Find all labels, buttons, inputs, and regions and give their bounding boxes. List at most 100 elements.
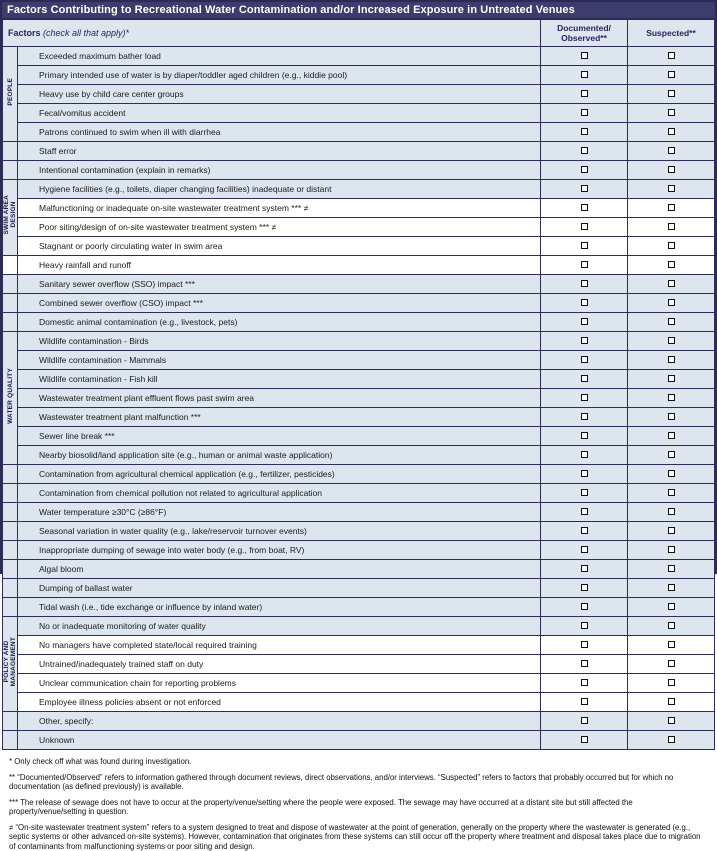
category-cell-empty [3, 579, 18, 598]
documented-checkbox[interactable] [581, 489, 588, 496]
factor-label: Domestic animal contamination (e.g., liv… [18, 313, 541, 332]
suspected-checkbox[interactable] [668, 736, 675, 743]
factor-label: Other, specify: [18, 712, 541, 731]
suspected-checkbox[interactable] [668, 603, 675, 610]
documented-checkbox[interactable] [581, 584, 588, 591]
suspected-checkbox[interactable] [668, 356, 675, 363]
documented-checkbox[interactable] [581, 527, 588, 534]
suspected-checkbox[interactable] [668, 432, 675, 439]
suspected-checkbox[interactable] [668, 185, 675, 192]
documented-checkbox[interactable] [581, 451, 588, 458]
table-row: Nearby biosolid/land application site (e… [3, 446, 715, 465]
documented-checkbox[interactable] [581, 375, 588, 382]
documented-checkbox[interactable] [581, 242, 588, 249]
factors-table: Factors (check all that apply)* Document… [2, 19, 715, 750]
documented-checkbox[interactable] [581, 546, 588, 553]
suspected-checkbox[interactable] [668, 337, 675, 344]
suspected-checkbox[interactable] [668, 394, 675, 401]
suspected-checkbox[interactable] [668, 90, 675, 97]
suspected-checkbox[interactable] [668, 128, 675, 135]
documented-checkbox[interactable] [581, 470, 588, 477]
documented-checkbox[interactable] [581, 394, 588, 401]
category-cell-empty [3, 161, 18, 180]
category-cell-empty [3, 731, 18, 750]
documented-checkbox[interactable] [581, 641, 588, 648]
documented-checkbox[interactable] [581, 128, 588, 135]
documented-checkbox[interactable] [581, 204, 588, 211]
documented-checkbox[interactable] [581, 660, 588, 667]
suspected-checkbox[interactable] [668, 71, 675, 78]
factor-label: Staff error [18, 142, 541, 161]
table-row: Contamination from chemical pollution no… [3, 484, 715, 503]
category-cell: WATER QUALITY [3, 332, 18, 465]
documented-checkbox[interactable] [581, 736, 588, 743]
documented-checkbox[interactable] [581, 698, 588, 705]
suspected-cell [628, 313, 715, 332]
category-cell-empty [3, 142, 18, 161]
table-row: No managers have completed state/local r… [3, 636, 715, 655]
suspected-checkbox[interactable] [668, 451, 675, 458]
category-cell: POLICY AND MANAGEMENT [3, 617, 18, 712]
documented-checkbox[interactable] [581, 432, 588, 439]
footnotes-section: * Only check off what was found during i… [2, 750, 715, 851]
documented-checkbox[interactable] [581, 71, 588, 78]
documented-checkbox[interactable] [581, 109, 588, 116]
suspected-checkbox[interactable] [668, 584, 675, 591]
suspected-checkbox[interactable] [668, 280, 675, 287]
suspected-checkbox[interactable] [668, 261, 675, 268]
form-sheet: Factors Contributing to Recreational Wat… [0, 0, 717, 574]
suspected-checkbox[interactable] [668, 527, 675, 534]
documented-checkbox[interactable] [581, 261, 588, 268]
documented-checkbox[interactable] [581, 622, 588, 629]
suspected-cell [628, 446, 715, 465]
documented-cell [541, 408, 628, 427]
suspected-cell [628, 579, 715, 598]
suspected-checkbox[interactable] [668, 546, 675, 553]
documented-checkbox[interactable] [581, 356, 588, 363]
suspected-checkbox[interactable] [668, 318, 675, 325]
suspected-checkbox[interactable] [668, 109, 675, 116]
suspected-checkbox[interactable] [668, 147, 675, 154]
documented-checkbox[interactable] [581, 603, 588, 610]
suspected-checkbox[interactable] [668, 470, 675, 477]
documented-checkbox[interactable] [581, 166, 588, 173]
suspected-checkbox[interactable] [668, 679, 675, 686]
documented-checkbox[interactable] [581, 280, 588, 287]
suspected-checkbox[interactable] [668, 489, 675, 496]
documented-checkbox[interactable] [581, 52, 588, 59]
documented-checkbox[interactable] [581, 565, 588, 572]
table-header-row: Factors (check all that apply)* Document… [3, 20, 715, 47]
suspected-checkbox[interactable] [668, 660, 675, 667]
documented-cell [541, 313, 628, 332]
documented-checkbox[interactable] [581, 413, 588, 420]
suspected-checkbox[interactable] [668, 242, 675, 249]
suspected-checkbox[interactable] [668, 508, 675, 515]
suspected-checkbox[interactable] [668, 698, 675, 705]
suspected-checkbox[interactable] [668, 299, 675, 306]
documented-checkbox[interactable] [581, 337, 588, 344]
documented-checkbox[interactable] [581, 299, 588, 306]
documented-cell [541, 161, 628, 180]
documented-checkbox[interactable] [581, 185, 588, 192]
suspected-checkbox[interactable] [668, 717, 675, 724]
suspected-checkbox[interactable] [668, 52, 675, 59]
suspected-checkbox[interactable] [668, 565, 675, 572]
suspected-checkbox[interactable] [668, 375, 675, 382]
suspected-checkbox[interactable] [668, 622, 675, 629]
documented-checkbox[interactable] [581, 223, 588, 230]
documented-checkbox[interactable] [581, 318, 588, 325]
suspected-cell [628, 85, 715, 104]
category-cell-empty [3, 598, 18, 617]
documented-checkbox[interactable] [581, 679, 588, 686]
documented-checkbox[interactable] [581, 717, 588, 724]
documented-checkbox[interactable] [581, 508, 588, 515]
suspected-checkbox[interactable] [668, 641, 675, 648]
suspected-cell [628, 47, 715, 66]
suspected-cell [628, 465, 715, 484]
suspected-checkbox[interactable] [668, 204, 675, 211]
suspected-checkbox[interactable] [668, 223, 675, 230]
documented-checkbox[interactable] [581, 90, 588, 97]
suspected-checkbox[interactable] [668, 166, 675, 173]
documented-checkbox[interactable] [581, 147, 588, 154]
suspected-checkbox[interactable] [668, 413, 675, 420]
